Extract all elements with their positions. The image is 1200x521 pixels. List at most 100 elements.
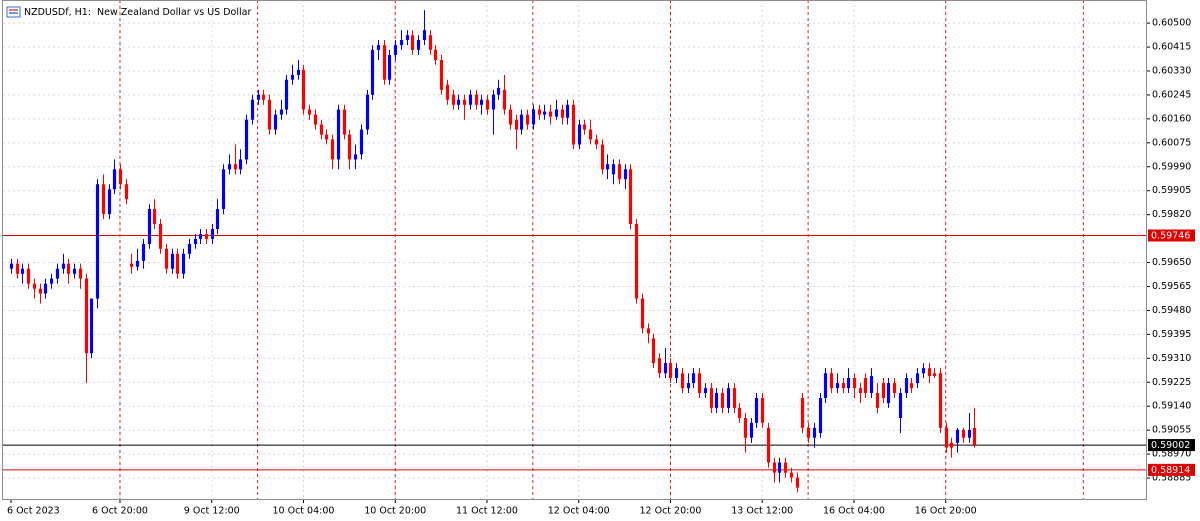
y-tick-label: 0.59905 — [1152, 185, 1191, 196]
candle-body — [347, 134, 352, 160]
candle-body — [158, 223, 163, 249]
candle-body — [720, 392, 725, 408]
candle-body — [198, 234, 203, 239]
candle-body — [319, 124, 324, 135]
candle-body — [410, 35, 415, 50]
x-tick-label: 10 Oct 20:00 — [364, 506, 426, 517]
candle-body — [55, 268, 60, 279]
marks-layer — [9, 10, 977, 493]
candle-body — [904, 378, 909, 393]
candle-body — [777, 462, 782, 473]
candle-body — [863, 378, 868, 393]
candle-body — [502, 89, 507, 110]
candle-body — [588, 129, 593, 140]
candle-body — [898, 392, 903, 419]
candle-body — [823, 373, 828, 399]
candle-body — [812, 427, 817, 438]
candle-body — [164, 248, 169, 269]
candle-body — [686, 383, 691, 389]
candle-body — [20, 268, 25, 274]
price-level-label: 0.59002 — [1151, 440, 1190, 451]
candle-body — [462, 99, 467, 105]
candle-body — [634, 223, 639, 299]
candle-body — [617, 164, 622, 180]
candle-body — [359, 129, 364, 155]
x-tick-label: 6 Oct 20:00 — [92, 506, 148, 517]
candle-body — [783, 462, 788, 473]
candle-body — [640, 298, 645, 329]
candle-body — [915, 373, 920, 384]
candle-body — [709, 388, 714, 408]
x-tick-label: 10 Oct 04:00 — [273, 506, 335, 517]
y-tick-label: 0.59480 — [1152, 305, 1191, 316]
candle-body — [519, 114, 524, 130]
candle-body — [766, 427, 771, 463]
candle-body — [61, 263, 66, 269]
candle-body — [250, 99, 255, 120]
candle-body — [261, 94, 266, 100]
candle-body — [336, 109, 341, 160]
grid-layer — [3, 0, 1147, 500]
candle-body — [118, 169, 123, 185]
y-tick-label: 0.60160 — [1152, 113, 1191, 124]
candle-body — [26, 268, 31, 284]
y-tick-label: 0.59565 — [1152, 281, 1191, 292]
candle-body — [210, 229, 215, 239]
candle-body — [405, 35, 410, 40]
candle-body — [829, 373, 834, 389]
candle-body — [892, 383, 897, 393]
candle-body — [141, 243, 146, 261]
icon-frame — [6, 6, 21, 18]
candle-body — [628, 169, 633, 224]
candle-body — [353, 154, 358, 160]
candle-body — [468, 94, 473, 105]
candle-body — [204, 234, 209, 239]
candle-body — [215, 209, 220, 230]
candle-body — [508, 109, 513, 125]
candle-body — [330, 139, 335, 160]
candle-body — [95, 184, 100, 299]
price-level-box — [1148, 229, 1195, 242]
candle-body — [594, 139, 599, 145]
y-tick-label: 0.59310 — [1152, 353, 1191, 364]
candle-body — [760, 398, 765, 423]
candle-body — [714, 392, 719, 408]
candle-body — [800, 398, 805, 428]
candle-body — [485, 99, 490, 110]
candle-body — [175, 253, 180, 274]
candle-body — [600, 144, 605, 170]
candle-body — [674, 368, 679, 379]
candle-body — [514, 119, 519, 130]
candle-body — [15, 263, 20, 274]
candle-body — [548, 111, 553, 117]
y-tick-label: 0.60500 — [1152, 18, 1191, 29]
candle-body — [858, 388, 863, 393]
candle-body — [496, 87, 501, 95]
x-tick-label: 16 Oct 20:00 — [915, 506, 977, 517]
candle-body — [531, 109, 536, 125]
candle-body — [961, 429, 966, 438]
candle-body — [342, 109, 347, 135]
candle-body — [370, 49, 375, 95]
candle-body — [754, 398, 759, 423]
candle-body — [256, 94, 261, 100]
x-tick-label: 11 Oct 12:00 — [456, 506, 518, 517]
candle-body — [221, 169, 226, 210]
candle-body — [439, 60, 444, 90]
candle-body — [938, 373, 943, 428]
chart-title: NZDUSDf, H1: New Zealand Dollar vs US Do… — [24, 7, 251, 18]
y-tick-label: 0.59395 — [1152, 329, 1191, 340]
candle-body — [135, 260, 140, 267]
candle-body — [89, 298, 94, 354]
candle-body — [433, 49, 438, 60]
candle-body — [147, 209, 152, 244]
candle-body — [170, 253, 175, 269]
candle-body — [949, 442, 954, 448]
candle-body — [324, 134, 329, 140]
candle-body — [726, 388, 731, 408]
plot-frame — [2, 0, 1147, 500]
candle-body — [474, 94, 479, 105]
candle-body — [313, 114, 318, 125]
y-tick-label: 0.60245 — [1152, 89, 1191, 100]
